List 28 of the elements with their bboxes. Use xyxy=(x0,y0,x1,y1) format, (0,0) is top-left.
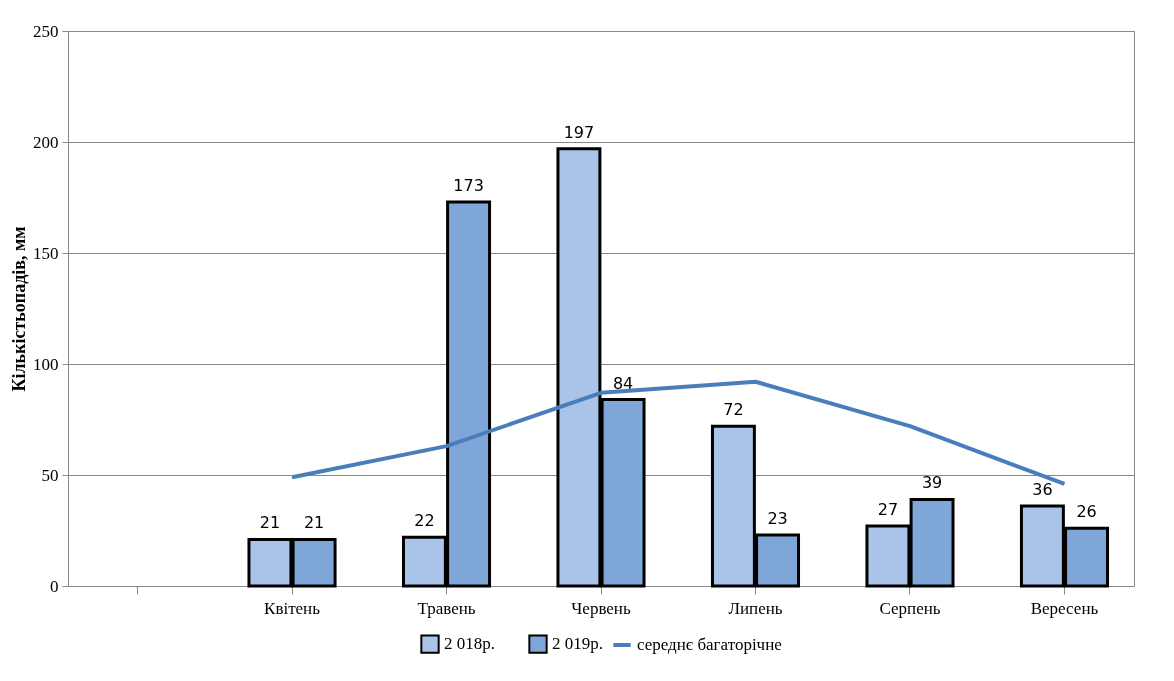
legend-label: 2 019р. xyxy=(552,634,603,654)
data-label: 197 xyxy=(563,122,595,142)
data-label: 21 xyxy=(303,513,325,533)
y-tick-label: 100 xyxy=(33,354,59,374)
x-tick-label: Червень xyxy=(571,598,631,618)
y-tick-label: 200 xyxy=(33,132,59,152)
data-label: 72 xyxy=(723,400,744,420)
y-axis-title: Кількістьопадів, мм xyxy=(9,226,29,392)
legend-label: 2 018р. xyxy=(444,634,495,654)
y-tick-label: 0 xyxy=(50,576,59,596)
data-label: 23 xyxy=(767,508,788,528)
x-tick-label: Липень xyxy=(728,598,783,618)
x-tick-label: Квітень xyxy=(264,598,321,618)
data-label: 27 xyxy=(877,500,899,520)
x-tick-label: Серпень xyxy=(879,598,941,618)
legend-label: середнє багаторічне xyxy=(637,635,782,654)
data-label: 22 xyxy=(414,511,435,531)
x-tick-label: Вересень xyxy=(1030,598,1099,618)
data-label: 84 xyxy=(612,373,634,393)
y-tick-label: 50 xyxy=(41,465,59,485)
data-label: 36 xyxy=(1032,480,1053,500)
y-tick-label: 150 xyxy=(33,243,59,263)
data-label: 39 xyxy=(921,473,943,493)
data-label: 173 xyxy=(453,175,484,195)
data-label: 26 xyxy=(1076,502,1097,522)
data-label: 21 xyxy=(259,513,281,533)
x-tick-label: Травень xyxy=(417,598,476,618)
y-tick-label: 250 xyxy=(33,21,59,41)
